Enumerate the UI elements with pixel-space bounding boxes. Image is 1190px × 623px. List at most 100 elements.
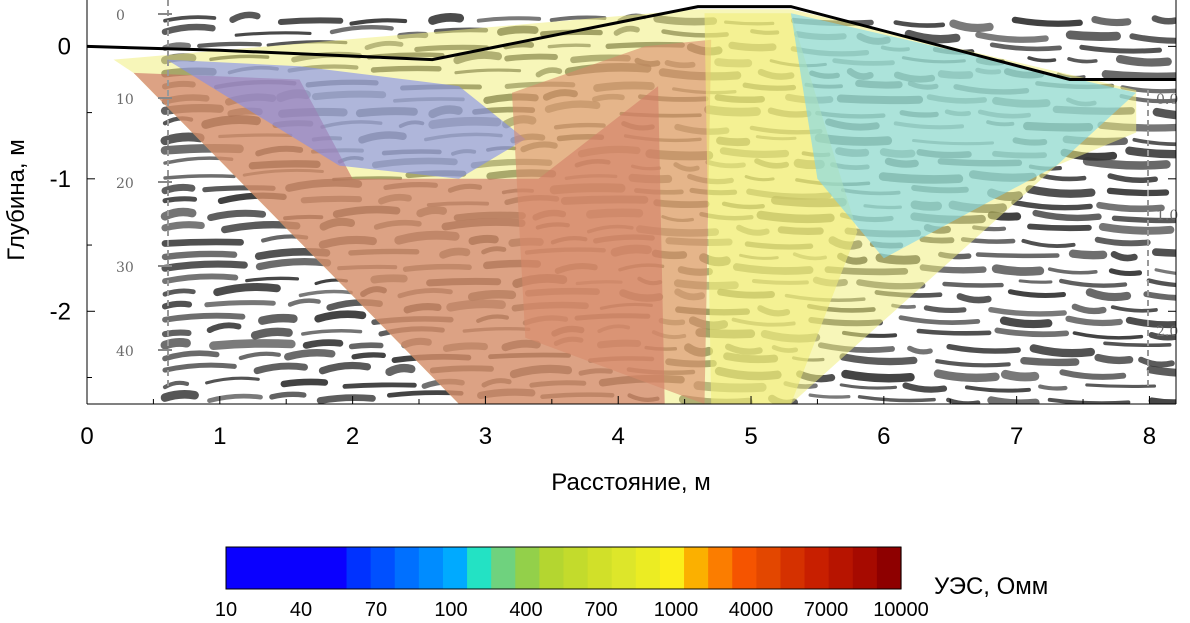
colorbar-cell	[298, 547, 324, 589]
gpr-reflection	[161, 23, 216, 36]
gpr-reflection	[893, 20, 946, 28]
colorbar-cell	[635, 547, 661, 589]
gpr-reflection	[1110, 305, 1158, 313]
colorbar-cell	[611, 547, 637, 589]
gpr-reflection	[162, 380, 190, 390]
gpr-reflection	[207, 393, 263, 403]
colorbar-tick-label: 40	[290, 599, 312, 621]
gpr-reflection	[280, 378, 329, 388]
surface-profile-line	[86, 5, 1176, 81]
gpr-reflection	[1011, 199, 1093, 211]
y-tick-label: 0	[58, 33, 71, 60]
colorbar-cell	[394, 547, 420, 589]
gpr-right-tick-label: 1.0	[1156, 208, 1178, 224]
gpr-reflection	[942, 281, 1004, 288]
gpr-reflection	[907, 345, 933, 355]
gpr-reflection	[946, 397, 981, 404]
colorbar-tick-label: 1000	[654, 599, 699, 621]
colorbar-label: УЭС, Омм	[934, 573, 1048, 600]
gpr-reflection	[1072, 331, 1144, 340]
colorbar-tick-label: 70	[365, 599, 387, 621]
gpr-reflection	[839, 353, 918, 366]
gpr-reflection	[161, 221, 205, 232]
gpr-reflection	[162, 312, 246, 323]
gpr-reflection	[1020, 357, 1080, 367]
gpr-reflection	[916, 328, 992, 336]
gpr-reflection	[1032, 209, 1102, 222]
gpr-reflection	[1103, 341, 1172, 348]
gpr-reflection	[1018, 279, 1053, 284]
gpr-reflection	[1111, 215, 1176, 224]
gpr-reflection	[904, 29, 961, 44]
colorbar-cell	[684, 547, 709, 589]
colorbar-tick-label: 10	[215, 599, 237, 621]
gpr-left-tick-label: 0	[116, 8, 125, 24]
colorbar-tick-label: 400	[509, 599, 542, 621]
gpr-reflection	[348, 342, 384, 350]
gpr-left-tick-label: 20	[116, 176, 134, 192]
gpr-reflection	[1021, 238, 1076, 248]
colorbar-tick-label: 100	[434, 599, 467, 621]
colorbar-cell	[756, 547, 782, 589]
colorbar-tick-label: 7000	[804, 599, 849, 621]
gpr-reflection	[987, 396, 1040, 404]
gpr-reflection	[160, 132, 205, 146]
gpr-reflection	[1007, 289, 1066, 298]
gpr-reflection	[162, 350, 220, 362]
gpr-left-tick-label: 10	[116, 92, 134, 108]
colorbar-tick-label: 4000	[729, 599, 774, 621]
axes: 0 1 2 3 4 5 6 7 8 0 -1 -2 Расстояние, м Глубина, м	[3, 0, 1177, 496]
gpr-reflection	[964, 385, 1031, 393]
gpr-right-scale: 0.0 1.0 2.0	[1147, 90, 1178, 390]
gpr-reflection	[1096, 201, 1165, 213]
gpr-left-tick-label: 30	[116, 260, 134, 276]
x-tick-label: 1	[213, 423, 226, 450]
gpr-reflection	[1091, 16, 1132, 27]
gpr-reflection	[162, 273, 239, 285]
gpr-reflection	[1108, 268, 1143, 277]
gpr-reflection	[1138, 356, 1175, 368]
gpr-reflection	[162, 196, 198, 204]
gpr-reflection	[1148, 397, 1176, 404]
colorbar-cell	[563, 547, 589, 589]
gpr-reflection	[841, 369, 915, 383]
gpr-reflection	[258, 313, 298, 325]
gpr-reflection	[385, 363, 416, 377]
gpr-reflection	[162, 288, 196, 297]
gpr-reflection	[302, 339, 344, 349]
gpr-reflection	[1110, 251, 1138, 262]
gpr-reflection	[898, 315, 981, 326]
gpr-reflection	[1000, 369, 1040, 382]
colorbar-cell	[587, 547, 613, 589]
resistivity-zone-center-high	[512, 39, 712, 404]
x-axis-label: Расстояние, м	[551, 469, 710, 496]
gpr-reflection	[933, 369, 1000, 383]
gpr-reflection	[161, 329, 192, 338]
gpr-reflection	[935, 359, 1011, 368]
gpr-reflection	[238, 351, 281, 361]
gpr-reflection	[229, 11, 261, 23]
colorbar-cell	[418, 547, 444, 589]
gpr-reflection	[1071, 303, 1107, 315]
colorbar-cell	[250, 547, 275, 589]
x-tick-label: 2	[346, 423, 359, 450]
colorbar-cell	[539, 547, 565, 589]
resistivity-zone-west-low	[166, 59, 526, 179]
gpr-reflection	[160, 390, 199, 402]
gpr-reflection	[234, 31, 312, 37]
y-tick-label: -2	[50, 298, 71, 325]
gpr-reflection	[1098, 222, 1175, 235]
gpr-reflection	[1143, 291, 1176, 301]
colorbar-cell	[659, 547, 685, 589]
gpr-reflection	[428, 13, 465, 25]
gpr-reflection	[1107, 173, 1158, 183]
gpr-reflection	[253, 362, 308, 375]
x-tick-label: 7	[1010, 423, 1023, 450]
gpr-reflection	[161, 260, 248, 272]
gpr-reflection	[1065, 315, 1123, 327]
gpr-reflection	[1085, 383, 1157, 389]
gpr-reflection	[162, 362, 237, 373]
gpr-reflection	[250, 327, 293, 340]
gpr-reflection	[161, 250, 238, 261]
